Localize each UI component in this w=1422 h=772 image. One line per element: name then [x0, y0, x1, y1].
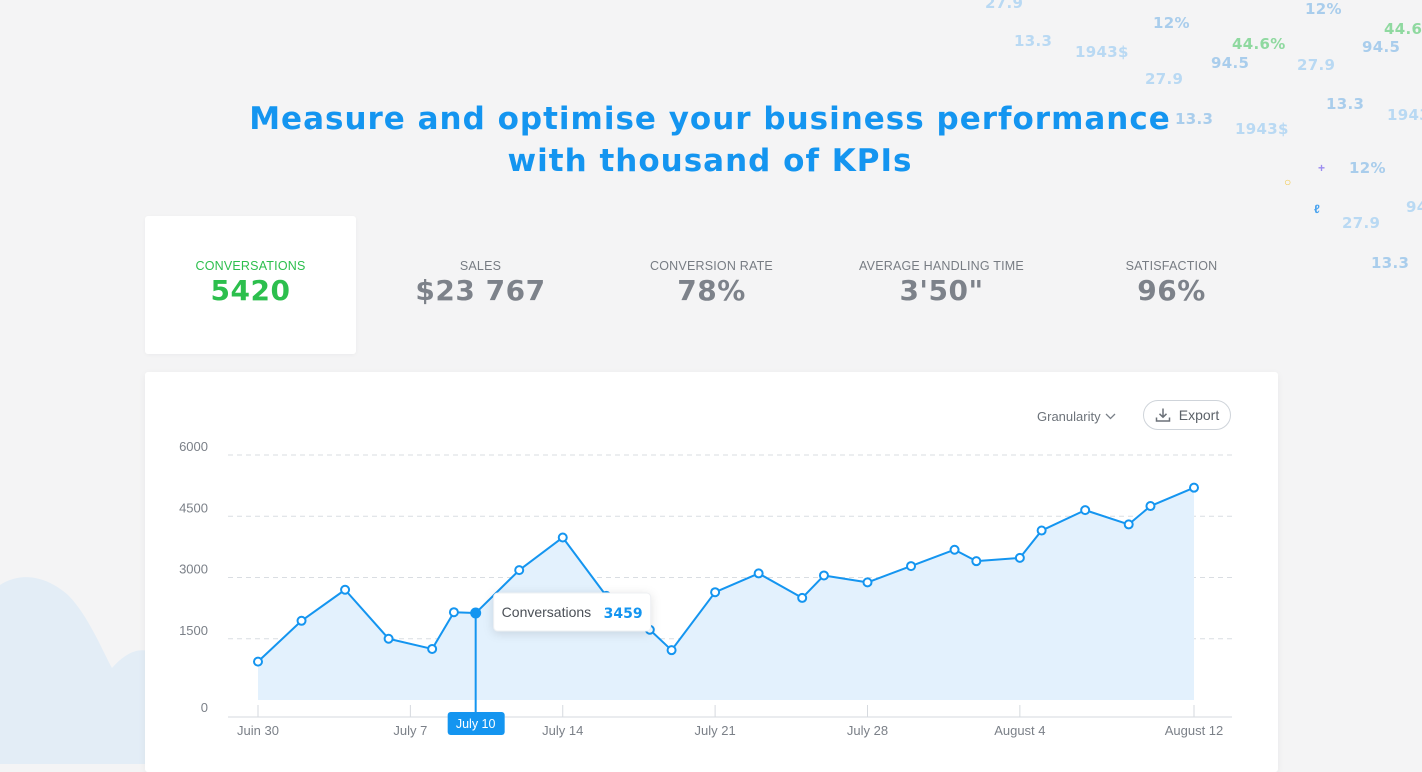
kpi-value: $23 767: [415, 274, 546, 307]
series-line: [257, 486, 1195, 663]
floating-number: 94.5: [1211, 54, 1250, 72]
floating-number: 27.9: [1297, 56, 1336, 74]
data-point: [340, 584, 351, 595]
kpi-value: 78%: [677, 274, 746, 307]
floating-number: 44.6%: [1232, 35, 1286, 53]
data-point: [666, 645, 677, 656]
chevron-down-icon: [1105, 408, 1116, 423]
kpi-tab-sales[interactable]: SALES $23 767: [375, 216, 586, 354]
floating-number: 13.3: [1014, 32, 1053, 50]
sparkle-icon: ℓ: [1314, 202, 1320, 216]
data-point: [514, 565, 525, 576]
granularity-label: Granularity: [1037, 409, 1101, 424]
data-point: [971, 556, 982, 567]
headline-line-2: with thousand of KPIs: [507, 143, 913, 179]
data-point: [383, 633, 394, 644]
x-tick-label: July 21: [695, 723, 736, 738]
floating-number: 13.3: [1326, 95, 1365, 113]
x-tick-label: Juin 30: [237, 723, 279, 738]
data-point: [470, 607, 482, 619]
tooltip-series-name: Conversations: [502, 604, 592, 620]
floating-number: 13.3: [1175, 110, 1214, 128]
kpi-tab-conversion-rate[interactable]: CONVERSION RATE 78%: [606, 216, 817, 354]
x-tick-label: August 4: [994, 723, 1045, 738]
x-tick-label: July 7: [393, 723, 427, 738]
sparkle-icon: +: [1318, 161, 1326, 175]
kpi-value: 5420: [210, 274, 291, 307]
data-point: [427, 643, 438, 654]
series-area: [258, 487, 1194, 700]
conversations-chart: 0 1500 3000 4500 6000 Juin 30 July 7 July 14 Jul…: [179, 439, 1232, 738]
x-tick-label: August 12: [1165, 723, 1224, 738]
data-point: [557, 532, 568, 543]
data-point: [1145, 501, 1156, 512]
floating-number: 13.3: [1371, 254, 1410, 272]
kpi-label: SALES: [459, 259, 502, 273]
floating-number: 12%: [1305, 0, 1342, 18]
data-point: [862, 577, 873, 588]
floating-number: 12%: [1349, 159, 1386, 177]
tooltip-box: [493, 592, 652, 632]
floating-number: 12%: [1153, 14, 1190, 32]
floating-number: 94.5: [1362, 38, 1401, 56]
floating-number: 94: [1406, 198, 1422, 216]
date-badge-box: [447, 712, 505, 735]
data-point: [253, 656, 263, 667]
x-tick-label: July 14: [542, 723, 583, 738]
chart-tooltip: Conversations 3459: [493, 592, 652, 632]
page-headline: Measure and optimise your business perfo…: [0, 98, 1420, 182]
sparkle-icon: ○: [1284, 175, 1292, 189]
data-point: [296, 615, 307, 626]
kpi-value: 3'50": [899, 274, 984, 307]
data-point: [1014, 552, 1025, 563]
data-point: [1036, 525, 1047, 536]
kpi-tab-conversations[interactable]: CONVERSATIONS 5420: [145, 216, 356, 354]
x-tick-label: July 28: [847, 723, 888, 738]
download-icon: [1155, 407, 1171, 423]
y-tick-label: 6000: [179, 439, 208, 454]
export-label: Export: [1178, 407, 1220, 423]
floating-number: 27.9: [1145, 70, 1184, 88]
tooltip-value: 3459: [604, 606, 643, 622]
kpi-value: 96%: [1137, 274, 1206, 307]
data-point: [1080, 505, 1091, 516]
data-point: [710, 587, 721, 598]
data-point: [1189, 482, 1199, 493]
floating-number: 1943$: [1235, 120, 1289, 138]
data-point: [1123, 519, 1134, 530]
data-point: [753, 568, 764, 579]
y-tick-label: 4500: [179, 500, 208, 515]
granularity-dropdown[interactable]: Granularity: [1037, 408, 1116, 424]
export-button[interactable]: Export: [1143, 400, 1231, 430]
data-point: [797, 592, 808, 603]
floating-number: 27.9: [1342, 214, 1381, 232]
floating-number: 27.9: [985, 0, 1024, 12]
kpi-label: SATISFACTION: [1125, 259, 1218, 273]
floating-number: 1943: [1387, 106, 1422, 124]
data-point: [906, 561, 917, 572]
kpi-tab-satisfaction[interactable]: SATISFACTION 96%: [1066, 216, 1277, 354]
kpi-tab-average-handling-time[interactable]: AVERAGE HANDLING TIME 3'50": [836, 216, 1047, 354]
y-tick-label: 1500: [179, 623, 208, 638]
kpi-label: CONVERSION RATE: [650, 259, 773, 273]
headline-line-1: Measure and optimise your business perfo…: [249, 101, 1171, 137]
kpi-label: CONVERSATIONS: [195, 259, 306, 273]
highlight-date-badge: July 10: [447, 712, 505, 735]
kpi-label: AVERAGE HANDLING TIME: [859, 259, 1024, 273]
data-point: [949, 544, 960, 555]
date-badge-label: July 10: [456, 717, 496, 731]
data-point: [448, 607, 459, 618]
y-tick-label: 0: [201, 700, 208, 715]
floating-number: 44.6: [1384, 20, 1422, 38]
data-point: [818, 570, 829, 581]
y-tick-label: 3000: [179, 562, 208, 577]
floating-number: 1943$: [1075, 43, 1129, 61]
chart-card: Granularity Export 0 1500 3000 4500 6000 Juin…: [145, 372, 1278, 772]
